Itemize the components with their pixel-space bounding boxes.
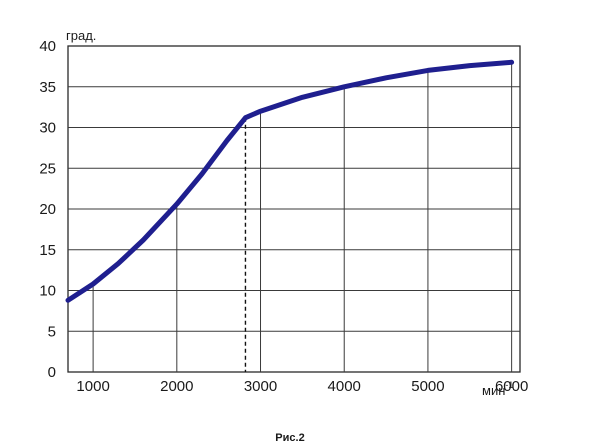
x-tick-label: 6000 (495, 378, 528, 395)
x-tick-label: 2000 (160, 378, 193, 395)
x-tick-label: 1000 (76, 378, 109, 395)
y-axis-label: град. (66, 28, 96, 43)
plot-area (65, 45, 521, 373)
x-tick-label: 4000 (328, 378, 361, 395)
y-tick-label: 30 (39, 120, 56, 137)
horizontal-gridlines (68, 86, 520, 332)
y-tick-label: 5 (48, 323, 56, 340)
y-tick-label: 15 (39, 242, 56, 259)
y-tick-label: 10 (39, 283, 56, 300)
vertical-gridlines (92, 62, 513, 372)
x-axis-label: мин-1 (482, 380, 513, 398)
x-tick-labels: 1000 2000 3000 4000 5000 6000 (76, 378, 528, 395)
y-tick-label: 35 (39, 79, 56, 96)
y-tick-label: 40 (39, 38, 56, 55)
x-axis-label-exponent: -1 (505, 380, 513, 390)
x-tick-label: 5000 (411, 378, 444, 395)
figure-caption: Рис.2 (275, 432, 304, 444)
y-tick-label: 25 (39, 160, 56, 177)
y-tick-label: 20 (39, 201, 56, 218)
y-tick-labels: 0 5 10 15 20 25 30 35 40 (39, 38, 56, 381)
y-tick-label: 0 (48, 364, 56, 381)
series-line (65, 59, 515, 303)
x-tick-label: 3000 (244, 378, 277, 395)
x-axis-label-base: мин (482, 383, 505, 398)
series-lines (65, 59, 515, 303)
